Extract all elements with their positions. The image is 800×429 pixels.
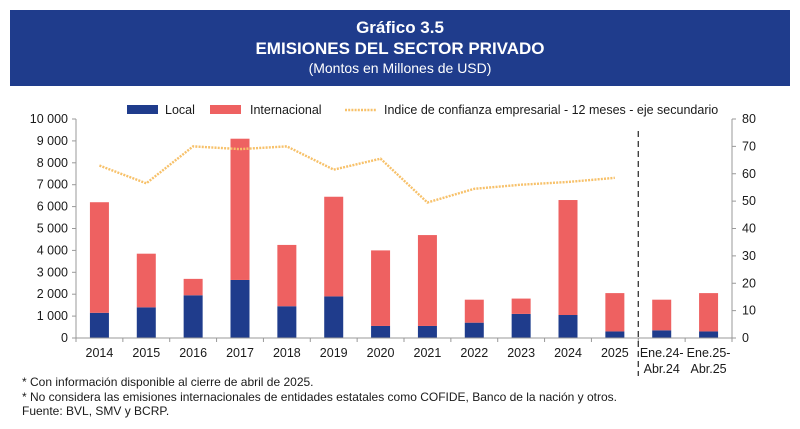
x-tick-label-line: 2022	[460, 346, 488, 360]
x-axis: 2014 2015 2016 2017 2018 2019 2020 2021 2022 2023…	[75, 131, 733, 376]
bar-internacional	[652, 299, 672, 331]
y-tick-label: 2 000	[37, 287, 68, 301]
x-tick-label: 2016	[179, 346, 207, 360]
y2-tick-label: 20	[742, 276, 756, 290]
bar-local	[324, 296, 344, 338]
x-tick-label: 2021	[414, 346, 442, 360]
y-tick-label: 4 000	[37, 243, 68, 257]
y-axis-left: 0 1 000 2 000 3 000 4 000 5 000 6 000 7 000 8 00…	[30, 112, 77, 345]
y2-tick-label: 0	[742, 331, 749, 345]
x-tick-label-line: 2016	[179, 346, 207, 360]
bar-local	[699, 331, 719, 338]
legend-swatch-local	[127, 105, 158, 114]
bar-internacional	[371, 250, 391, 326]
x-tick-label: 2025	[601, 346, 629, 360]
bar-internacional	[183, 278, 203, 296]
x-tick-label-line: 2020	[367, 346, 395, 360]
bar-local	[183, 295, 203, 338]
x-tick-label: 2018	[273, 346, 301, 360]
y2-tick-label: 10	[742, 304, 756, 318]
x-tick-label-line: 2023	[507, 346, 535, 360]
x-tick-label-line: 2015	[132, 346, 160, 360]
y2-tick-label: 30	[742, 249, 756, 263]
bar-local	[417, 325, 437, 338]
x-tick-label-line: Abr.24	[644, 362, 680, 376]
y-tick-label: 1 000	[37, 309, 68, 323]
x-tick-label: 2019	[320, 346, 348, 360]
bar-local	[652, 330, 672, 338]
bar-local	[605, 331, 625, 338]
bar-local	[558, 315, 578, 338]
bar-internacional	[699, 293, 719, 332]
bar-internacional	[324, 196, 344, 297]
x-tick-label: 2023	[507, 346, 535, 360]
bar-internacional	[558, 200, 578, 316]
x-tick-label-line: 2024	[554, 346, 582, 360]
x-tick-label-line: 2018	[273, 346, 301, 360]
index-series-line	[99, 145, 615, 204]
y2-tick-label: 40	[742, 222, 756, 236]
bar-local	[511, 313, 531, 338]
bar-internacional	[464, 299, 484, 323]
bar-local	[371, 325, 391, 338]
x-tick-label: 2022	[460, 346, 488, 360]
footnote-2: * No considera las emisiones internacion…	[22, 389, 617, 404]
emissions-chart: Local Internacional Indice de confianza em…	[30, 103, 756, 376]
bar-internacional	[230, 138, 250, 280]
x-tick-label-line: 2014	[86, 346, 114, 360]
x-tick-label-line: 2019	[320, 346, 348, 360]
y2-tick-label: 70	[742, 139, 756, 153]
y-tick-label: 10 000	[30, 112, 68, 126]
y2-tick-label: 80	[742, 112, 756, 126]
legend-label-index: Indice de confianza empresarial - 12 mes…	[384, 103, 718, 117]
y-axis-right: 0 10 20 30 40 50 60 70 80	[731, 112, 756, 345]
x-tick-label: Ene.24- Abr.24	[640, 346, 684, 376]
y-tick-label: 9 000	[37, 134, 68, 148]
bar-local	[89, 312, 109, 338]
x-tick-label-line: 2021	[414, 346, 442, 360]
bar-internacional	[605, 293, 625, 332]
chart-number: Gráfico 3.5	[356, 18, 444, 37]
x-tick-label: 2014	[86, 346, 114, 360]
bar-internacional	[511, 298, 531, 314]
y-tick-label: 7 000	[37, 178, 68, 192]
x-tick-label-line: 2017	[226, 346, 254, 360]
x-tick-label-line: 2025	[601, 346, 629, 360]
x-tick-label-line: Ene.24-	[640, 346, 684, 360]
bar-internacional	[89, 202, 109, 313]
legend-swatch-internacional	[210, 105, 241, 114]
bar-local	[277, 306, 297, 338]
y-tick-label: 6 000	[37, 200, 68, 214]
x-tick-label-line: Ene.25-	[687, 346, 731, 360]
y-tick-label: 8 000	[37, 156, 68, 170]
y-tick-label: 0	[61, 331, 68, 345]
bars	[89, 138, 719, 338]
index-line	[99, 145, 615, 204]
chart-title: EMISIONES DEL SECTOR PRIVADO	[255, 39, 545, 58]
footnote-1: * Con información disponible al cierre d…	[22, 375, 314, 389]
x-tick-label: 2015	[132, 346, 160, 360]
footnotes: * Con información disponible al cierre d…	[22, 375, 617, 419]
bar-local	[464, 322, 484, 338]
legend: Local Internacional Indice de confianza em…	[127, 103, 718, 117]
y2-tick-label: 50	[742, 194, 756, 208]
bar-local	[230, 279, 250, 338]
bar-local	[136, 307, 156, 338]
y2-tick-label: 60	[742, 167, 756, 181]
y-tick-label: 5 000	[37, 222, 68, 236]
bar-internacional	[277, 244, 297, 307]
y-tick-label: 3 000	[37, 265, 68, 279]
legend-label-local: Local	[165, 103, 195, 117]
legend-label-internacional: Internacional	[250, 103, 322, 117]
chart-subtitle: (Montos en Millones de USD)	[308, 60, 492, 76]
x-tick-label: 2024	[554, 346, 582, 360]
chart-header: Gráfico 3.5 EMISIONES DEL SECTOR PRIVADO…	[10, 10, 790, 86]
x-tick-label: 2017	[226, 346, 254, 360]
x-tick-label: 2020	[367, 346, 395, 360]
x-tick-label-line: Abr.25	[691, 362, 727, 376]
bar-internacional	[136, 253, 156, 308]
source-note: Fuente: BVL, SMV y BCRP.	[22, 404, 170, 418]
x-tick-label: Ene.25- Abr.25	[687, 346, 731, 376]
bar-internacional	[417, 235, 437, 326]
